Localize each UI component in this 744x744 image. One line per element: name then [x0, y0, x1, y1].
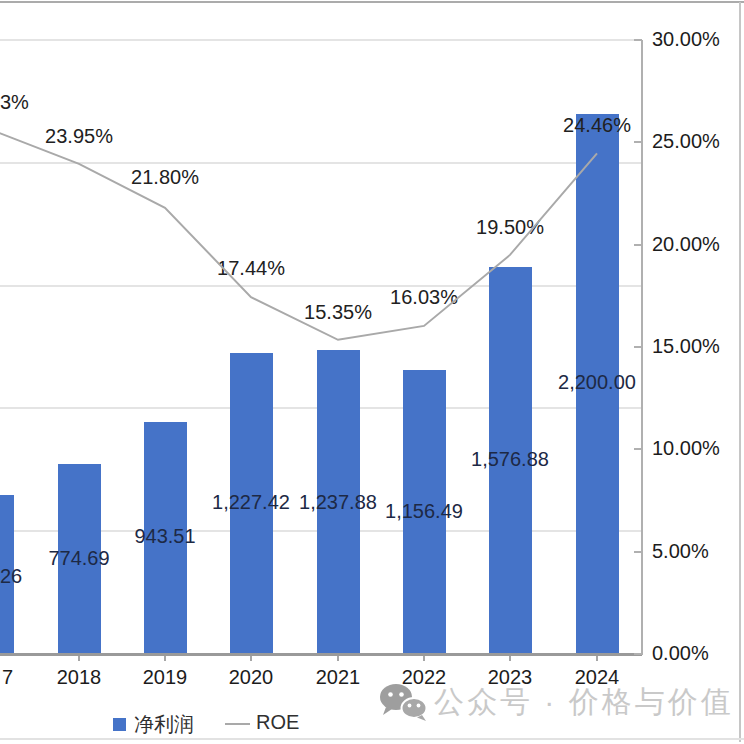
bar-value-2024: 2,200.00 [527, 371, 667, 394]
right-axis-tick-10 [634, 448, 642, 450]
bottom-border [0, 738, 744, 740]
top-border [0, 1, 744, 3]
right-axis-label-10: 10.00% [652, 437, 720, 460]
x-label-2018: 2018 [34, 666, 124, 689]
roe-value-2020: 17.44% [181, 257, 321, 280]
roe-value-2024: 24.46% [527, 114, 667, 137]
legend-line-swatch [225, 723, 250, 725]
x-label-2019: 2019 [120, 666, 210, 689]
chart-screenshot: 30.00%25.00%20.00%15.00%10.00%5.00%0.00%… [0, 0, 744, 744]
x-tick-2018 [78, 656, 80, 661]
roe-value-2022: 16.03% [354, 286, 494, 309]
right-border [739, 2, 741, 742]
roe-value-2017-partial: 3% [0, 91, 29, 114]
wechat-icon [378, 683, 428, 721]
right-axis-label-20: 20.00% [652, 233, 720, 256]
watermark-text: 公众号 · 价格与价值 [434, 682, 734, 723]
right-axis-tick-0 [634, 653, 642, 655]
right-axis-label-5: 5.00% [652, 540, 709, 563]
right-axis-label-30: 30.00% [652, 28, 720, 51]
right-axis-tick-15 [634, 346, 642, 348]
legend-bar-label: 净利润 [134, 711, 194, 738]
gridline-2000 [0, 162, 642, 164]
x-tick-2022 [423, 656, 425, 661]
x-label-2017-partial: 7 [2, 666, 13, 689]
bar-value-2023: 1,576.88 [440, 448, 580, 471]
gridline-1500 [0, 285, 642, 287]
x-tick-2023 [509, 656, 511, 661]
legend-roe-label: ROE [256, 711, 299, 734]
legend-bar-swatch [113, 718, 126, 731]
roe-value-2023: 19.50% [440, 216, 580, 239]
right-axis-tick-30 [634, 39, 642, 41]
x-label-2021: 2021 [293, 666, 383, 689]
gridline-2500 [0, 39, 642, 41]
roe-value-2018: 23.95% [9, 125, 149, 148]
roe-value-2019: 21.80% [95, 166, 235, 189]
right-axis-label-0: 0.00% [652, 642, 709, 665]
bar-value-2022: 1,156.49 [354, 500, 494, 523]
right-axis-tick-20 [634, 244, 642, 246]
x-tick-2024 [596, 656, 598, 661]
x-tick-2019 [164, 656, 166, 661]
x-tick-2021 [337, 656, 339, 661]
x-label-2020: 2020 [206, 666, 296, 689]
x-axis-line [0, 653, 642, 656]
watermark: 公众号 · 价格与价值 [378, 682, 734, 722]
right-axis-tick-5 [634, 551, 642, 553]
x-tick-2020 [250, 656, 252, 661]
right-axis-label-15: 15.00% [652, 335, 720, 358]
bar-value-2019: 943.51 [95, 525, 235, 548]
bar-value-2018: 774.69 [9, 547, 149, 570]
right-axis-tick-25 [634, 141, 642, 143]
